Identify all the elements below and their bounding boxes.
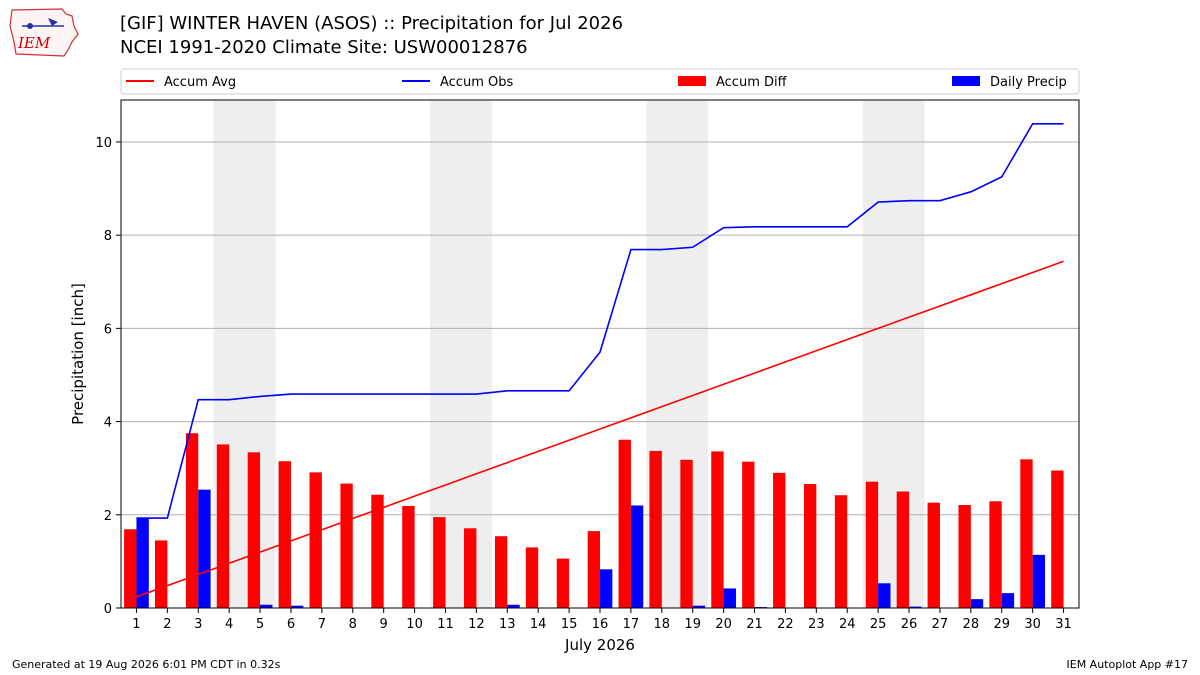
accum-diff-bar-25: [866, 482, 878, 608]
legend-label-3: Daily Precip: [990, 75, 1067, 90]
accum-diff-bar-17: [619, 440, 631, 608]
x-tick-label-16: 17: [623, 617, 640, 632]
x-tick-label-26: 27: [932, 617, 949, 632]
accum-diff-bar-28: [958, 505, 970, 608]
accum-diff-bar-6: [279, 461, 291, 608]
accum-diff-bar-24: [835, 495, 847, 608]
x-tick-label-15: 16: [592, 617, 609, 632]
footer-generated: Generated at 19 Aug 2026 6:01 PM CDT in …: [12, 658, 280, 671]
accum-diff-bar-4: [217, 444, 229, 608]
legend-swatch-3: [952, 76, 980, 86]
y-tick-label-3: 6: [104, 322, 112, 337]
accum-diff-bar-2: [155, 540, 167, 608]
accum-diff-bar-15: [557, 559, 569, 608]
x-tick-label-28: 29: [993, 617, 1010, 632]
daily-precip-bar-20: [724, 588, 736, 608]
y-tick-label-0: 0: [104, 602, 112, 617]
accum-diff-bar-22: [773, 473, 785, 608]
daily-precip-bar-28: [971, 599, 983, 608]
accum-diff-bar-11: [433, 517, 445, 608]
accum-diff-bar-20: [711, 451, 723, 608]
x-tick-label-18: 19: [684, 617, 701, 632]
x-tick-label-9: 10: [406, 617, 423, 632]
x-tick-label-13: 14: [530, 617, 547, 632]
x-tick-label-30: 31: [1055, 617, 1072, 632]
legend-label-0: Accum Avg: [164, 75, 236, 90]
accum-diff-bar-16: [588, 531, 600, 608]
x-tick-label-7: 8: [349, 617, 357, 632]
legend: Accum Avg Accum Obs Accum Diff Daily Precip: [121, 69, 1079, 94]
y-axis-ticks: 0 2 4 6 8 10: [95, 136, 121, 617]
x-axis-label: July 2026: [564, 636, 635, 654]
x-tick-label-8: 9: [380, 617, 388, 632]
x-tick-label-24: 25: [870, 617, 887, 632]
y-tick-label-2: 4: [104, 416, 112, 431]
x-tick-label-25: 26: [901, 617, 918, 632]
x-tick-label-0: 1: [132, 617, 140, 632]
accum-diff-bar-30: [1020, 459, 1032, 608]
footer-app: IEM Autoplot App #17: [1067, 658, 1189, 671]
daily-precip-bar-29: [1002, 593, 1014, 608]
accum-diff-bar-23: [804, 484, 816, 608]
x-tick-label-14: 15: [561, 617, 578, 632]
accum-diff-bar-14: [526, 547, 538, 608]
x-tick-label-17: 18: [654, 617, 671, 632]
x-tick-label-19: 20: [715, 617, 732, 632]
legend-label-1: Accum Obs: [440, 75, 513, 90]
legend-label-2: Accum Diff: [716, 75, 788, 90]
x-tick-label-2: 3: [194, 617, 202, 632]
legend-swatch-2: [678, 76, 706, 86]
accum-diff-bar-29: [989, 501, 1001, 608]
accum-diff-bar-31: [1051, 471, 1063, 608]
x-tick-label-29: 30: [1024, 617, 1041, 632]
accum-diff-bar-26: [897, 491, 909, 608]
x-tick-label-6: 7: [318, 617, 326, 632]
accum-diff-bar-12: [464, 528, 476, 608]
x-tick-label-27: 28: [963, 617, 980, 632]
daily-precip-bar-25: [878, 583, 890, 608]
accum-diff-bar-1: [124, 529, 136, 608]
daily-precip-bar-30: [1033, 555, 1045, 608]
daily-precip-bar-17: [631, 505, 643, 608]
y-axis-label: Precipitation [inch]: [69, 283, 87, 425]
x-tick-label-20: 21: [746, 617, 763, 632]
accum-diff-bar-3: [186, 433, 198, 608]
legend-box: [121, 69, 1079, 94]
accum-diff-bar-27: [928, 503, 940, 608]
y-tick-label-1: 2: [104, 509, 112, 524]
x-tick-label-23: 24: [839, 617, 856, 632]
accum-diff-bar-18: [649, 451, 661, 608]
accum-diff-bar-5: [248, 452, 260, 608]
y-tick-label-5: 10: [95, 136, 112, 151]
x-tick-label-1: 2: [163, 617, 171, 632]
accum-diff-bar-7: [310, 472, 322, 608]
x-tick-label-22: 23: [808, 617, 825, 632]
x-tick-label-4: 5: [256, 617, 264, 632]
y-tick-label-4: 8: [104, 229, 112, 244]
accum-diff-bar-19: [680, 460, 692, 608]
x-tick-label-5: 6: [287, 617, 295, 632]
accum-diff-bar-13: [495, 536, 507, 608]
x-tick-label-10: 11: [437, 617, 454, 632]
accum-diff-bar-8: [340, 484, 352, 608]
daily-precip-bar-16: [600, 569, 612, 608]
accum-diff-bar-10: [402, 506, 414, 608]
x-axis-ticks: 1 2 3 4 5 6 7 8 9 10 11 12 13 14 15 16 17 18 19 20 21 22 23 24 2…: [132, 608, 1072, 632]
accum-diff-bar-21: [742, 462, 754, 608]
x-tick-label-3: 4: [225, 617, 233, 632]
daily-precip-bar-3: [198, 490, 210, 608]
x-tick-label-12: 13: [499, 617, 516, 632]
x-tick-label-11: 12: [468, 617, 485, 632]
x-tick-label-21: 22: [777, 617, 794, 632]
